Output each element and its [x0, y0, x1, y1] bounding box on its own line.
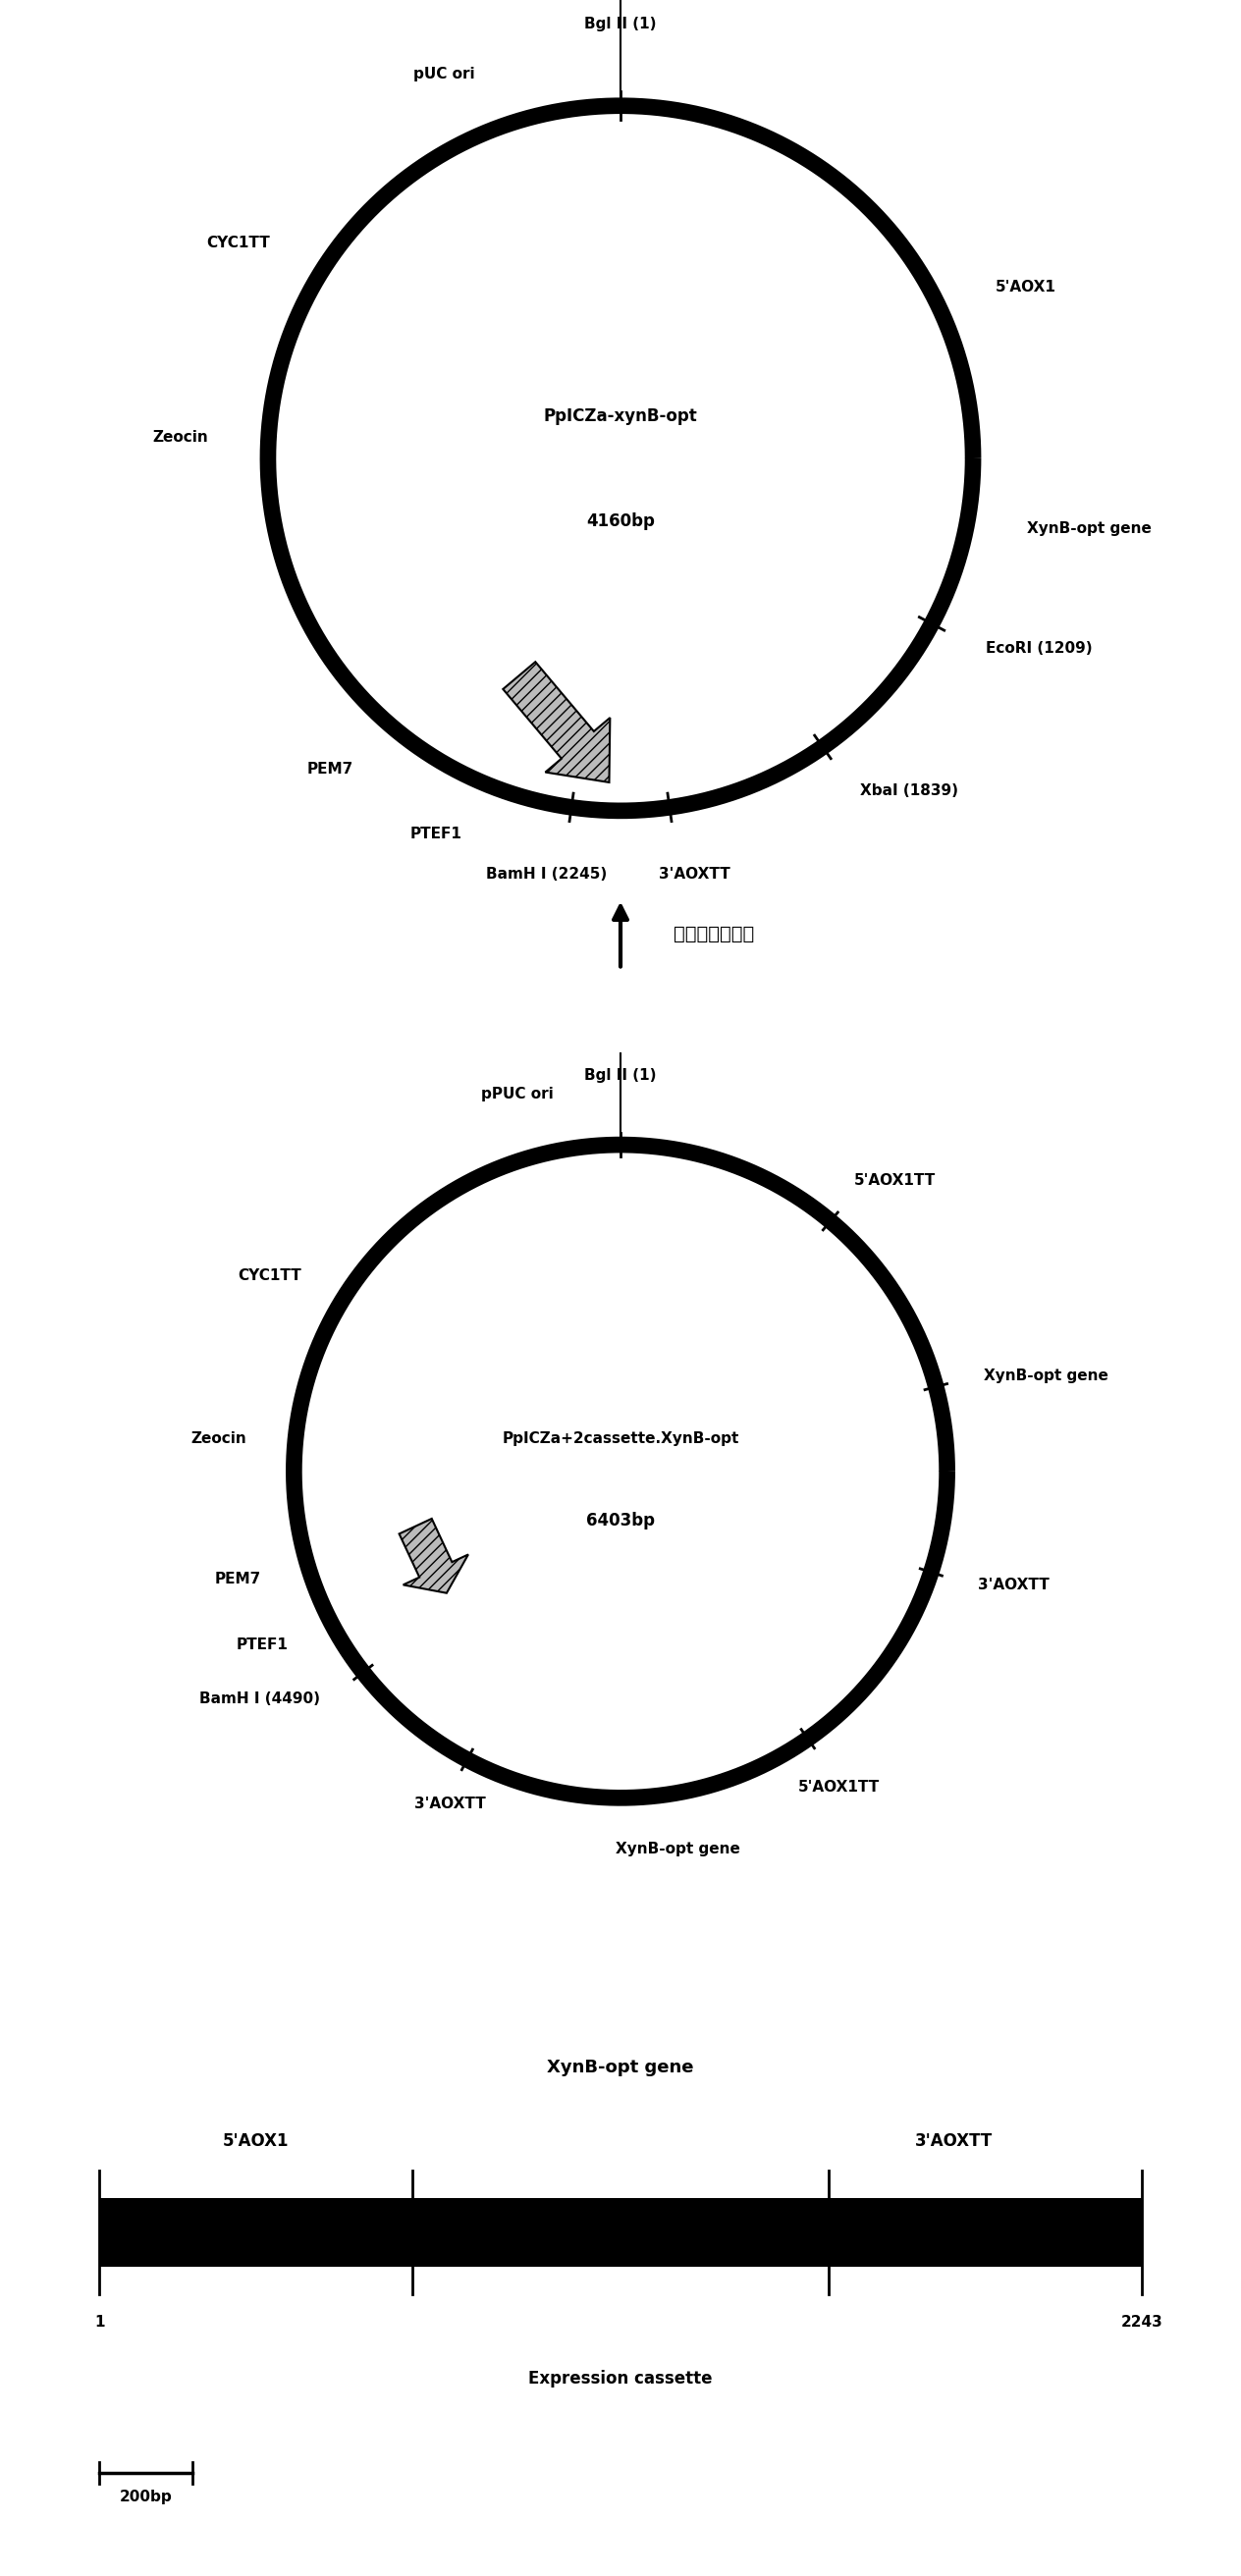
Text: BamH I (4490): BamH I (4490) — [199, 1690, 320, 1705]
Text: 5'AOX1: 5'AOX1 — [222, 2133, 289, 2151]
Polygon shape — [400, 1520, 468, 1592]
Text: PpICZa-xynB-opt: PpICZa-xynB-opt — [544, 407, 697, 425]
Text: Bgl II (1): Bgl II (1) — [585, 18, 656, 31]
Text: XynB-opt gene: XynB-opt gene — [1026, 520, 1152, 536]
Text: Expression cassette: Expression cassette — [529, 2370, 712, 2388]
Text: 3'AOXTT: 3'AOXTT — [915, 2133, 993, 2151]
Text: 插入一个表达盒: 插入一个表达盒 — [674, 925, 755, 943]
Text: XynB-opt gene: XynB-opt gene — [547, 2058, 694, 2076]
Text: 5'AOX1: 5'AOX1 — [995, 281, 1056, 294]
Text: EcoRI (1209): EcoRI (1209) — [985, 641, 1092, 657]
Text: 3'AOXTT: 3'AOXTT — [978, 1579, 1050, 1592]
Polygon shape — [503, 662, 611, 783]
Text: 1: 1 — [94, 2316, 104, 2329]
Text: Zeocin: Zeocin — [153, 430, 208, 446]
Text: BamH I (2245): BamH I (2245) — [486, 866, 607, 881]
Text: 5'AOX1TT: 5'AOX1TT — [798, 1780, 880, 1795]
Text: PpICZa+2cassette.XynB-opt: PpICZa+2cassette.XynB-opt — [503, 1432, 738, 1445]
Bar — [99, 2197, 1142, 2267]
Text: PEM7: PEM7 — [307, 762, 352, 775]
Text: XynB-opt gene: XynB-opt gene — [616, 1842, 741, 1855]
Text: 2243: 2243 — [1121, 2316, 1163, 2329]
Text: Zeocin: Zeocin — [191, 1432, 246, 1448]
Text: XynB-opt gene: XynB-opt gene — [983, 1368, 1108, 1383]
Text: Bgl II (1): Bgl II (1) — [585, 1069, 656, 1082]
Text: PEM7: PEM7 — [215, 1571, 261, 1587]
Text: XbaI (1839): XbaI (1839) — [860, 783, 958, 799]
Text: 6403bp: 6403bp — [586, 1512, 655, 1530]
Text: PTEF1: PTEF1 — [236, 1638, 288, 1651]
Text: CYC1TT: CYC1TT — [206, 237, 269, 250]
Text: 4160bp: 4160bp — [586, 513, 655, 531]
Text: pPUC ori: pPUC ori — [480, 1087, 553, 1103]
Text: CYC1TT: CYC1TT — [237, 1267, 302, 1283]
Text: 3'AOXTT: 3'AOXTT — [659, 866, 730, 881]
Text: 200bp: 200bp — [119, 2488, 172, 2504]
Text: PTEF1: PTEF1 — [410, 827, 462, 842]
Text: pUC ori: pUC ori — [413, 67, 475, 82]
Text: 3'AOXTT: 3'AOXTT — [414, 1795, 486, 1811]
Text: 5'AOX1TT: 5'AOX1TT — [854, 1172, 936, 1188]
